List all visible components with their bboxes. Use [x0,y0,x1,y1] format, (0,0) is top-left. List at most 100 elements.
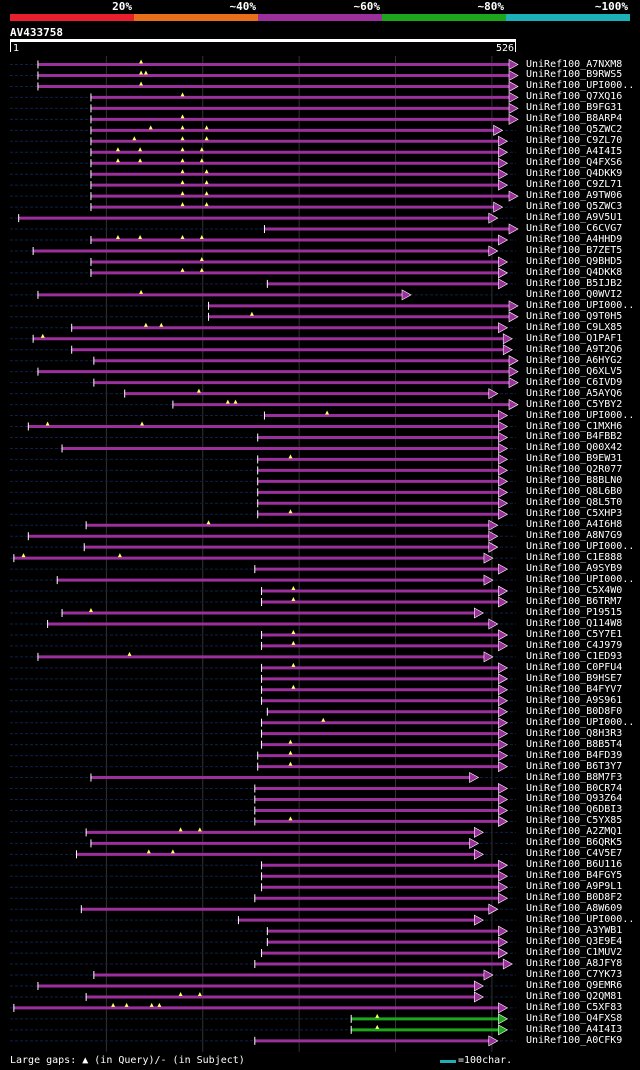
hit-label[interactable]: UniRef100_B4FBB2 [526,431,623,443]
hit-label[interactable]: UniRef100_A4I6H8 [526,519,623,531]
hit-label[interactable]: UniRef100_C5X4W0 [526,585,623,597]
hit-label[interactable]: UniRef100_B4FGY5 [526,870,623,882]
hit-label[interactable]: UniRef100_C1MUV2 [526,947,623,959]
hit-label[interactable]: UniRef100_B0CR74 [526,782,623,794]
hit-label[interactable]: UniRef100_Q00X42 [526,442,623,454]
hit-label[interactable]: UniRef100_C5Y7E1 [526,628,623,640]
hit-label[interactable]: UniRef100_C5YX85 [526,815,623,827]
hit-label[interactable]: UniRef100_B6TRM7 [526,596,623,608]
hit-label[interactable]: UniRef100_Q9T0H5 [526,310,623,322]
hit-label[interactable]: UniRef100_A4I4I3 [526,1023,623,1035]
hit-label[interactable]: UniRef100_C4V5E7 [526,848,623,860]
hit-label[interactable]: UniRef100_Q1PAF1 [526,332,623,344]
hit-label[interactable]: UniRef100_C9LX85 [526,321,623,333]
hit-label[interactable]: UniRef100_Q5ZWC3 [526,201,623,213]
hit-label[interactable]: UniRef100_P19515 [526,607,623,618]
hit-arrow-head [498,662,509,674]
hit-label[interactable]: UniRef100_B6T3Y7 [526,760,623,772]
hit-label[interactable]: UniRef100_B6QRK5 [526,837,623,849]
hit-label[interactable]: UniRef100_C9ZL70 [526,135,623,147]
hit-label[interactable]: UniRef100_B8ARP4 [526,113,623,125]
hit-label[interactable]: UniRef100_B0D8F0 [526,705,623,717]
hit-label[interactable]: UniRef100_Q6XLV5 [526,365,623,377]
hit-label[interactable]: UniRef100_C5XHP3 [526,508,623,520]
hit-label[interactable]: UniRef100_Q93Z64 [526,793,623,805]
hit-label[interactable]: UniRef100_Q114W8 [526,617,623,629]
hit-label[interactable]: UniRef100_C6CVG7 [526,223,623,235]
hit-label[interactable]: UniRef100_A9P9L1 [526,881,623,893]
hit-label[interactable]: UniRef100_C9ZL71 [526,179,623,191]
hit-label[interactable]: UniRef100_B8B5T4 [526,738,623,750]
hit-label[interactable]: UniRef100_C1ED93 [526,650,623,662]
hit-label[interactable]: UniRef100_UPI000.. [526,574,635,586]
hit-label[interactable]: UniRef100_A9S961 [526,694,623,706]
hit-label[interactable]: UniRef100_A9SYB9 [526,563,623,575]
hit-label[interactable]: UniRef100_UPI000.. [526,299,635,311]
hit-label[interactable]: UniRef100_A2ZMQ1 [526,826,623,838]
hit-label[interactable]: UniRef100_C1MXH6 [526,420,623,432]
hit-label[interactable]: UniRef100_C1E888 [526,552,623,564]
hit-label[interactable]: UniRef100_Q8L5T0 [526,497,623,509]
hit-label[interactable]: UniRef100_B7ZET5 [526,244,623,256]
hit-label[interactable]: UniRef100_B6U116 [526,859,623,871]
hit-label[interactable]: UniRef100_Q7XQ16 [526,91,623,103]
hit-label[interactable]: UniRef100_A4HHD9 [526,234,623,246]
hit-label[interactable]: UniRef100_B8M7F3 [526,771,623,783]
hit-label[interactable]: UniRef100_A9V5U1 [526,212,623,224]
hit-label[interactable]: UniRef100_Q9BHD5 [526,255,623,267]
hit-label[interactable]: UniRef100_C6IVD9 [526,376,623,388]
hit-label[interactable]: UniRef100_B0D8F2 [526,892,623,904]
hit-arrow-head [469,772,480,784]
hit-label[interactable]: UniRef100_B9FG31 [526,102,623,114]
hit-label[interactable]: UniRef100_A9TW06 [526,190,623,202]
scale-tick-label: ~80% [477,0,505,13]
hit-label[interactable]: UniRef100_C4J979 [526,639,623,651]
hit-label[interactable]: UniRef100_C5XF83 [526,1001,623,1013]
hit-label[interactable]: UniRef100_Q0WVI2 [526,288,623,300]
hit-label[interactable]: UniRef100_A7NXM8 [526,58,623,70]
hit-label[interactable]: UniRef100_B8BLN0 [526,475,623,487]
hit-label[interactable]: UniRef100_A5AYQ6 [526,387,623,399]
hit-label[interactable]: UniRef100_B9HSE7 [526,672,623,684]
hit-label[interactable]: UniRef100_B4FYV7 [526,683,623,695]
query-gap-marker [180,169,185,174]
hit-label[interactable]: UniRef100_Q3E9E4 [526,936,623,948]
hit-label[interactable]: UniRef100_Q4DKK9 [526,168,623,180]
hit-label[interactable]: UniRef100_UPI000.. [526,716,635,728]
hit-arrow-head [498,1002,509,1014]
hit-label[interactable]: UniRef100_B4FD39 [526,749,623,761]
hit-label[interactable]: UniRef100_B5IJB2 [526,277,623,289]
hit-arrow-head [498,157,509,169]
hit-label[interactable]: UniRef100_B9EW31 [526,453,623,465]
hit-label[interactable]: UniRef100_Q8L6B0 [526,486,623,498]
hit-label[interactable]: UniRef100_Q5ZWC2 [526,124,623,136]
hit-label[interactable]: UniRef100_B9RWS5 [526,69,623,81]
hit-label[interactable]: UniRef100_Q4FXS6 [526,157,623,169]
query-gap-marker [288,739,293,744]
hit-label[interactable]: UniRef100_Q9EMR6 [526,979,623,991]
hit-label[interactable]: UniRef100_UPI000.. [526,914,635,926]
hit-label[interactable]: UniRef100_A4I4I5 [526,146,623,158]
hit-label[interactable]: UniRef100_A8N7G9 [526,530,623,542]
hit-label[interactable]: UniRef100_A8JFY8 [526,958,623,970]
hit-label[interactable]: UniRef100_Q4DKK8 [526,266,623,278]
hit-label[interactable]: UniRef100_Q4FXS8 [526,1012,623,1024]
hit-label[interactable]: UniRef100_C0PFU4 [526,661,623,673]
hit-arrow-head [498,464,509,476]
hit-label[interactable]: UniRef100_Q2R077 [526,464,623,476]
hit-label[interactable]: UniRef100_UPI000.. [526,80,635,92]
hit-label[interactable]: UniRef100_A0CFK9 [526,1034,623,1046]
query-gap-marker [206,520,211,525]
hit-label[interactable]: UniRef100_Q2QM81 [526,990,623,1002]
hit-label[interactable]: UniRef100_C7YK73 [526,969,623,980]
hit-label[interactable]: UniRef100_UPI000.. [526,541,635,553]
hit-label[interactable]: UniRef100_C5YBY2 [526,398,623,410]
hit-label[interactable]: UniRef100_Q6DBI3 [526,804,623,816]
hit-label[interactable]: UniRef100_A8W609 [526,903,623,915]
hit-label[interactable]: UniRef100_Q8H3R3 [526,727,623,739]
hit-label[interactable]: UniRef100_A3YWB1 [526,925,623,937]
hit-label[interactable]: UniRef100_A9T2Q6 [526,343,623,355]
query-gap-marker [180,136,185,141]
hit-label[interactable]: UniRef100_UPI000.. [526,409,635,421]
hit-label[interactable]: UniRef100_A6HYG2 [526,354,623,366]
